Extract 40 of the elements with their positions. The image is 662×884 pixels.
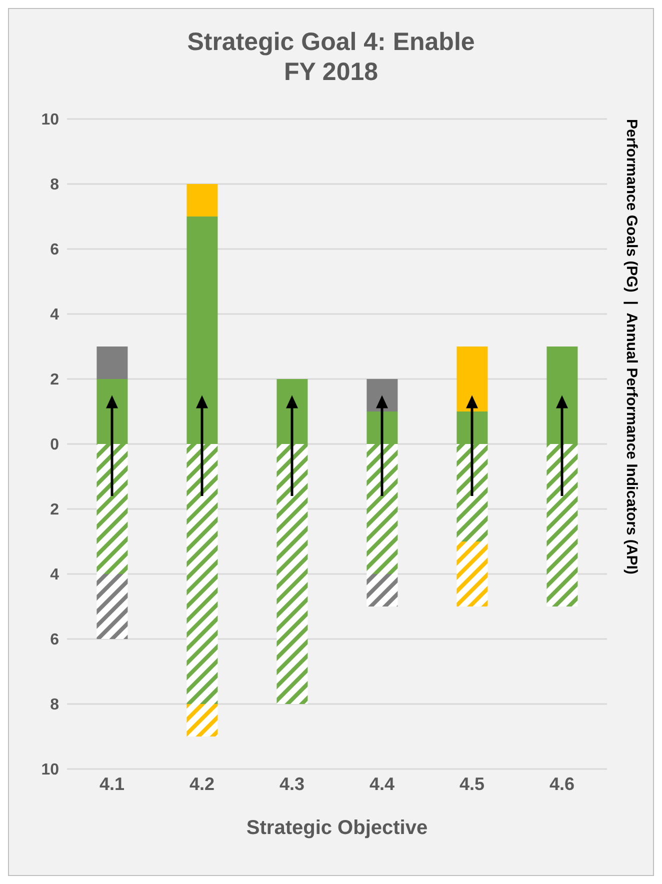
bar: [186, 704, 218, 736]
y-tick-label: 6: [50, 242, 60, 259]
bar: [276, 379, 308, 444]
x-tick-label: 4.6: [549, 774, 575, 794]
x-tick-label: 4.2: [189, 774, 215, 794]
bar: [546, 444, 578, 606]
bar: [366, 444, 398, 574]
bar: [456, 346, 488, 412]
bar: [456, 412, 488, 444]
x-tick-label: 4.5: [459, 774, 485, 794]
bar: [96, 444, 128, 574]
bar: [186, 184, 218, 216]
bar: [186, 216, 218, 444]
y-tick-label: 6: [50, 632, 60, 649]
bar: [366, 574, 398, 606]
bar: [546, 346, 578, 444]
x-tick-label: 4.1: [99, 774, 125, 794]
bar: [276, 444, 308, 704]
y-tick-label: 10: [41, 112, 60, 129]
bar: [456, 444, 488, 542]
bar: [186, 444, 218, 704]
y-tick-label: 2: [50, 372, 60, 389]
y-tick-label: 4: [50, 566, 60, 584]
bar: [96, 574, 128, 639]
x-tick-label: 4.3: [279, 774, 305, 794]
bar: [366, 412, 398, 444]
y-tick-label: 4: [50, 306, 60, 324]
y-tick-label: 2: [50, 502, 60, 519]
bar: [96, 346, 128, 379]
y-tick-label: 8: [50, 696, 60, 714]
y-tick-label: 10: [41, 762, 60, 779]
y-axis-title: Performance Goals (PG) | Annual Performance Indicators (API): [623, 119, 640, 576]
x-axis-title: Strategic Objective: [245, 817, 429, 840]
chart-title: Strategic Goal 4: Enable FY 2018: [186, 27, 476, 87]
y-tick-label: 8: [50, 176, 60, 194]
bar: [366, 379, 398, 412]
x-tick-label: 4.4: [369, 774, 395, 794]
y-tick-label: 0: [50, 436, 60, 454]
bar: [96, 379, 128, 444]
bar: [456, 542, 488, 606]
